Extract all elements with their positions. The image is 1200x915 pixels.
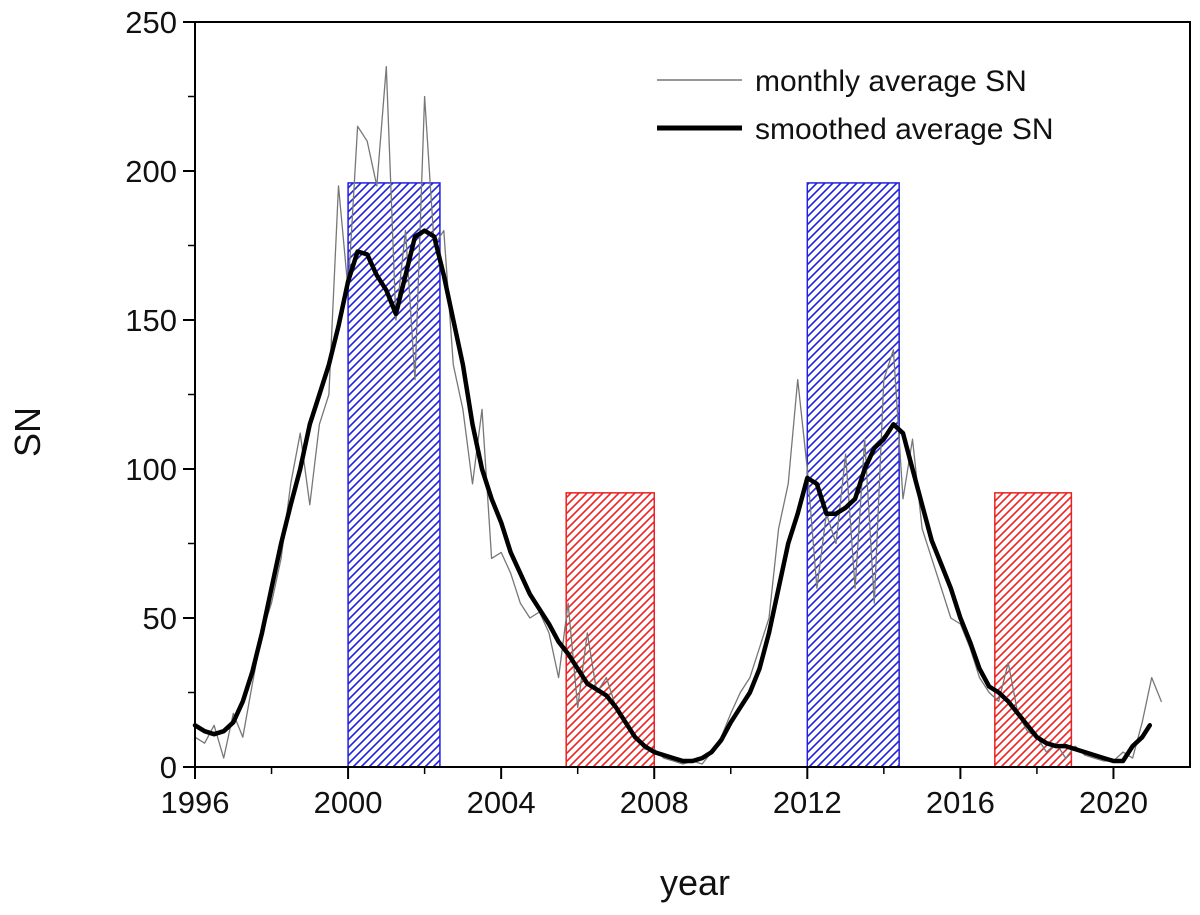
y-tick-label-0: 0 (160, 750, 177, 785)
y-tick-label-250: 250 (125, 5, 177, 40)
x-axis-title: year (660, 862, 730, 903)
x-tick-label-1996: 1996 (161, 785, 230, 820)
y-tick-label-50: 50 (143, 601, 177, 636)
series-line-smoothed (192, 228, 1153, 764)
x-tick-label-2000: 2000 (314, 785, 383, 820)
x-tick-label-2004: 2004 (467, 785, 536, 820)
y-tick-label-100: 100 (125, 452, 177, 487)
data-series (192, 66, 1162, 765)
shaded-region-maximum-2 (806, 182, 900, 768)
y-axis-title: SN (7, 407, 48, 457)
legend-monthly-label: monthly average SN (755, 65, 1027, 98)
legend-smoothed-label: smoothed average SN (755, 113, 1054, 146)
shaded-region-minimum-1 (565, 492, 655, 768)
shaded-region-minimum-2 (994, 492, 1073, 768)
x-tick-label-2008: 2008 (620, 785, 689, 820)
y-tick-label-200: 200 (125, 154, 177, 189)
shaded-regions (347, 182, 1073, 768)
x-tick-label-2020: 2020 (1079, 785, 1148, 820)
y-tick-label-150: 150 (125, 303, 177, 338)
legend: monthly average SN smoothed average SN (657, 65, 1054, 146)
axes: 1996 2000 2004 2008 2012 2016 2020 0 50 100 150 200… (125, 5, 1191, 820)
x-tick-label-2012: 2012 (773, 785, 842, 820)
x-tick-label-2016: 2016 (926, 785, 995, 820)
